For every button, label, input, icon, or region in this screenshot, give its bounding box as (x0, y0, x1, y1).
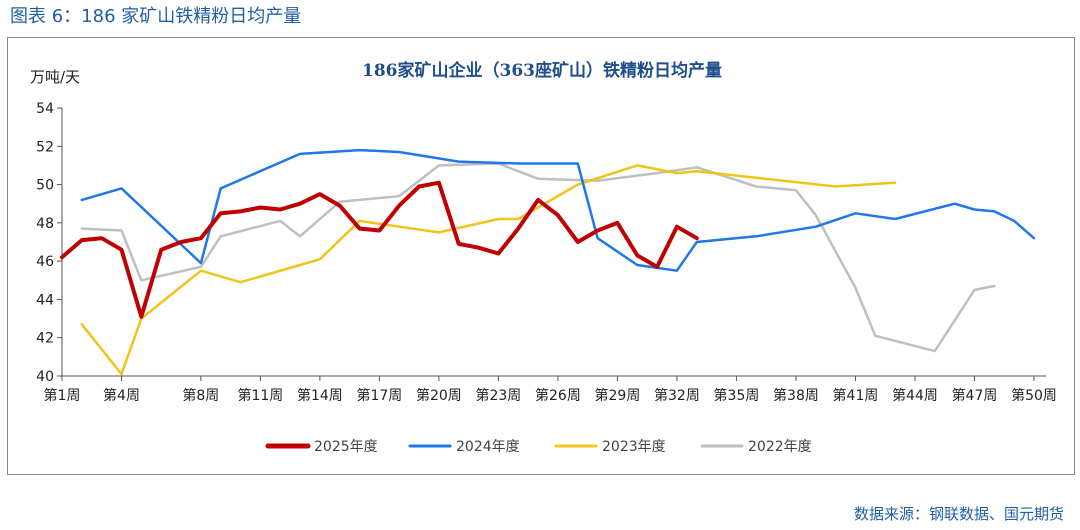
x-tick-label: 第32周 (654, 387, 700, 404)
y-tick-label: 46 (36, 254, 54, 270)
series-line-2025年度 (60, 180, 699, 319)
x-tick-label: 第11周 (237, 387, 283, 404)
x-tick-label: 第8周 (182, 387, 219, 404)
x-tick-label: 第17周 (356, 387, 402, 404)
x-tick-label: 第14周 (297, 387, 343, 404)
legend-label: 2023年度 (602, 439, 666, 455)
y-tick-label: 52 (36, 139, 54, 155)
y-tick-label: 42 (36, 331, 54, 347)
x-tick-label: 第20周 (416, 387, 462, 404)
x-tick-label: 第44周 (892, 387, 938, 404)
source-note: 数据来源：钢联数据、国元期货 (853, 505, 1064, 523)
x-tick-label: 第26周 (535, 387, 581, 404)
axes: 40 42 44 46 48 50 52 54 第1周 第4周 第8周 第11周 第14周 第17周 第20… (36, 101, 1057, 404)
legend-label: 2025年度 (314, 439, 378, 455)
legend-label: 2024年度 (456, 439, 520, 455)
series-lines (60, 148, 1036, 376)
series-line-2022年度 (80, 162, 996, 353)
x-tick-label: 第4周 (103, 387, 140, 404)
x-tick-label: 第38周 (773, 387, 819, 404)
x-tick-label: 第1周 (44, 387, 81, 404)
legend-label: 2022年度 (748, 439, 812, 455)
series-line-2023年度 (80, 164, 897, 376)
y-tick-label: 48 (36, 216, 54, 232)
chart-frame (7, 37, 1075, 475)
y-tick-label: 40 (36, 369, 54, 385)
x-tick-label: 第29周 (595, 387, 641, 404)
y-axis-label: 万吨/天 (30, 68, 80, 86)
legend: 2025年度 2024年度 2023年度 2022年度 (265, 439, 812, 455)
line-chart: 186家矿山企业（363座矿山）铁精粉日均产量 万吨/天 40 42 44 46 48 5… (30, 60, 1057, 455)
chart-title: 186家矿山企业（363座矿山）铁精粉日均产量 (362, 60, 722, 81)
x-tick-label: 第41周 (833, 387, 879, 404)
y-tick-label: 54 (36, 101, 54, 117)
x-tick-label: 第35周 (714, 387, 760, 404)
y-tick-label: 50 (36, 178, 54, 194)
series-line-2024年度 (80, 148, 1036, 272)
figure-caption: 图表 6：186 家矿山铁精粉日均产量 (10, 6, 302, 27)
y-tick-label: 44 (36, 292, 54, 308)
x-tick-label: 第23周 (475, 387, 521, 404)
x-tick-label: 第47周 (952, 387, 998, 404)
x-tick-label: 第50周 (1011, 387, 1057, 404)
